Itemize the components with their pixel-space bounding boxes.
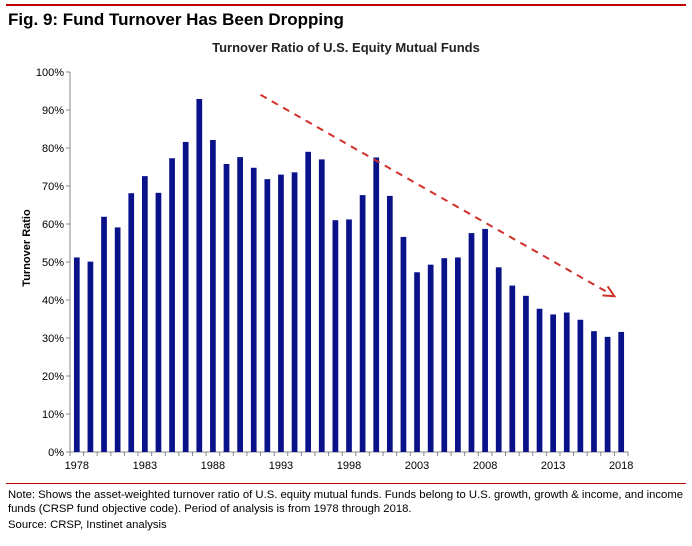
bar-2014 [563,312,570,452]
figure-title: Fig. 9: Fund Turnover Has Been Dropping [8,10,344,29]
x-tick-label: 1993 [269,460,293,472]
y-tick-label: 40% [42,295,64,307]
y-tick-label: 90% [42,105,64,117]
bar-1988 [210,140,216,452]
bar-2016 [591,331,597,452]
bar-1982 [128,193,135,452]
bar-1987 [196,98,203,452]
bar-2017 [604,336,611,452]
bar-2009 [495,267,502,452]
bar-1994 [291,172,298,452]
y-tick-label: 10% [42,409,64,421]
x-tick-label: 1983 [133,460,157,472]
bar-2001 [386,195,393,452]
bar-2011 [523,295,529,452]
x-tick-label: 2003 [405,460,429,472]
y-axis-label: Turnover Ratio [21,209,33,287]
bar-2000 [373,157,380,452]
y-tick-label: 80% [42,143,64,155]
chart-title: Turnover Ratio of U.S. Equity Mutual Fun… [212,40,480,55]
y-tick-label: 0% [48,447,64,459]
y-axis: 0% 10% 20% 30% 40% 50% 60% 70% 80% 90% 100% [36,67,71,459]
y-tick-label: 60% [42,219,64,231]
bar-1986 [182,141,189,453]
x-tick-label: 1998 [337,460,361,472]
bar-1990 [237,157,243,452]
x-tick-label: 1978 [65,460,89,472]
chart-note: Note: Shows the asset-weighted turnover … [8,489,684,515]
x-tick-label: 1988 [201,460,225,472]
x-tick-label: 2008 [473,460,497,472]
chart-source: Source: CRSP, Instinet analysis [8,519,167,531]
bar-2005 [441,258,448,452]
x-tick-label: 2013 [541,460,565,472]
y-tick-label: 100% [36,67,64,79]
bar-2004 [427,264,434,452]
trend-arrow-head [602,285,617,298]
bar-1997 [332,220,339,452]
bar-1995 [305,151,312,453]
bar-2012 [536,308,543,452]
trend-arrow-line [260,93,609,294]
bar-1996 [318,159,325,452]
bar-2015 [577,319,584,452]
chart: Turnover Ratio of U.S. Equity Mutual Fun… [21,40,633,472]
bar-1983 [141,176,148,452]
x-tick-label: 2018 [609,460,633,472]
bar-1985 [169,158,175,452]
bar-2010 [509,285,516,452]
bar-1989 [223,163,230,452]
y-tick-label: 70% [42,181,64,193]
bottom-rule [6,483,686,484]
bar-2006 [455,257,461,452]
bar-1991 [250,167,257,452]
bar-2018 [618,331,625,452]
bar-1993 [278,174,284,452]
bar-1984 [155,192,162,452]
top-rule [6,4,686,6]
bar-1980 [101,216,107,452]
bar-1999 [359,195,366,452]
x-axis: 1978 1983 1988 1993 1998 2003 2008 2013 2018 [65,451,633,472]
y-tick-label: 30% [42,333,64,345]
bar-1978 [73,257,80,452]
y-tick-label: 20% [42,371,64,383]
bar-1998 [346,219,352,452]
bar-2002 [400,236,407,452]
bar-2007 [468,233,475,452]
bar-2013 [550,314,557,452]
trend-arrow [260,93,617,298]
bar-1979 [87,261,94,452]
bar-2003 [414,272,420,452]
y-tick-label: 50% [42,257,64,269]
bar-2008 [482,228,488,452]
bar-1992 [264,179,271,452]
bar-1981 [114,227,121,452]
bars [73,98,625,453]
